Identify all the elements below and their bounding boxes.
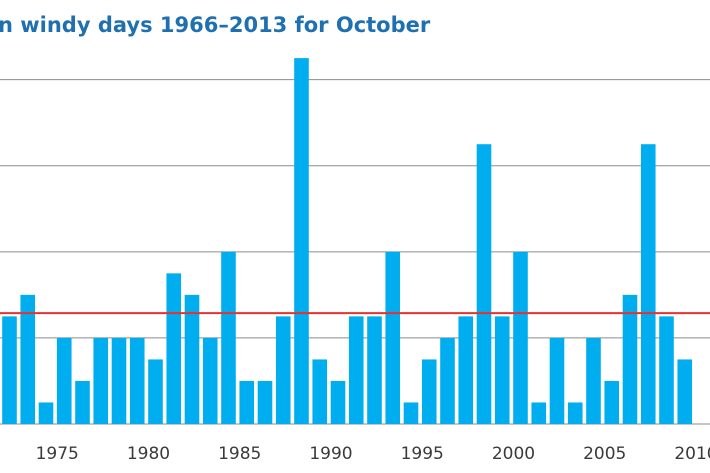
bar <box>531 402 547 424</box>
bar <box>93 337 109 424</box>
x-tick-label: 1995 <box>401 444 444 464</box>
bar <box>56 337 72 424</box>
bar <box>494 316 510 424</box>
bar <box>622 294 638 424</box>
bar <box>586 337 601 424</box>
bar <box>75 380 90 424</box>
bar <box>440 337 455 424</box>
x-tick-label: 1975 <box>36 444 79 464</box>
bar <box>567 402 583 424</box>
x-tick-label: 2000 <box>492 444 535 464</box>
bar <box>640 144 656 424</box>
bar <box>239 380 255 424</box>
bar <box>403 402 419 424</box>
bar <box>549 337 565 424</box>
bar <box>129 337 145 424</box>
x-tick-label: 1985 <box>218 444 261 464</box>
bar <box>111 337 127 424</box>
bar <box>458 316 474 424</box>
bar <box>330 380 346 424</box>
x-tick-label: 2010 <box>674 444 710 464</box>
bar <box>367 316 382 424</box>
bar <box>20 294 36 424</box>
bar <box>166 273 182 424</box>
bar <box>275 316 291 424</box>
bar <box>604 380 620 424</box>
bar <box>677 359 693 424</box>
x-tick-label: 2005 <box>583 444 626 464</box>
bar <box>38 402 54 424</box>
bar <box>221 251 236 424</box>
bar <box>312 359 328 424</box>
bar <box>148 359 163 424</box>
bar <box>348 316 364 424</box>
bar <box>184 294 200 424</box>
bar <box>202 337 218 424</box>
bar <box>385 251 401 424</box>
bar <box>421 359 437 424</box>
bar <box>2 316 17 424</box>
x-tick-label: 1980 <box>127 444 170 464</box>
chart-title: n windy days 1966–2013 for October <box>0 13 431 37</box>
bar <box>659 316 674 424</box>
bar <box>513 251 528 424</box>
bar <box>476 144 492 424</box>
bar <box>257 380 273 424</box>
x-tick-label: 1990 <box>309 444 352 464</box>
bar <box>294 58 309 425</box>
